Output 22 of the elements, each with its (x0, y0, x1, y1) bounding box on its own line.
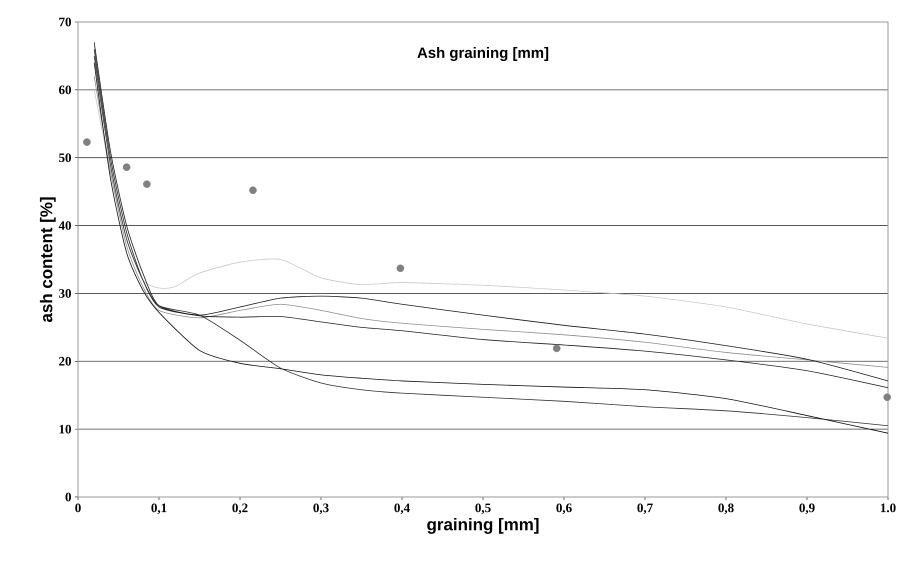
x-tick-label: 0,1 (151, 504, 166, 514)
x-tick-label: 0,2 (232, 504, 248, 514)
x-tick-label: 0,3 (313, 504, 329, 514)
x-tick-label: 0,8 (718, 504, 734, 514)
y-tick-label: 60 (58, 85, 72, 94)
y-tick-label: 70 (59, 18, 72, 26)
x-tick-label: 0,4 (394, 504, 410, 514)
y-tick-label: 20 (59, 356, 72, 366)
x-axis-title: graining [mm] (427, 518, 539, 534)
x-tick-label: 0,7 (637, 504, 653, 514)
text: Ash graining [mm] (417, 47, 548, 62)
y-tick-label: 50 (59, 153, 72, 162)
x-tick-label: 0,9 (799, 504, 815, 514)
x-tick-label: 1.0 (880, 504, 896, 512)
y-axis-title: ash content [%] (40, 197, 56, 322)
y-tick-label: 30 (59, 289, 72, 298)
x-tick-label: 0,5 (475, 504, 491, 514)
x-tick-label: 0,6 (556, 504, 572, 514)
y-tick-label: 10 (60, 424, 72, 434)
x-tick-label: 0 (75, 504, 81, 512)
y-tick-label: 40 (58, 221, 72, 230)
y-tick-label: 0 (66, 492, 72, 502)
